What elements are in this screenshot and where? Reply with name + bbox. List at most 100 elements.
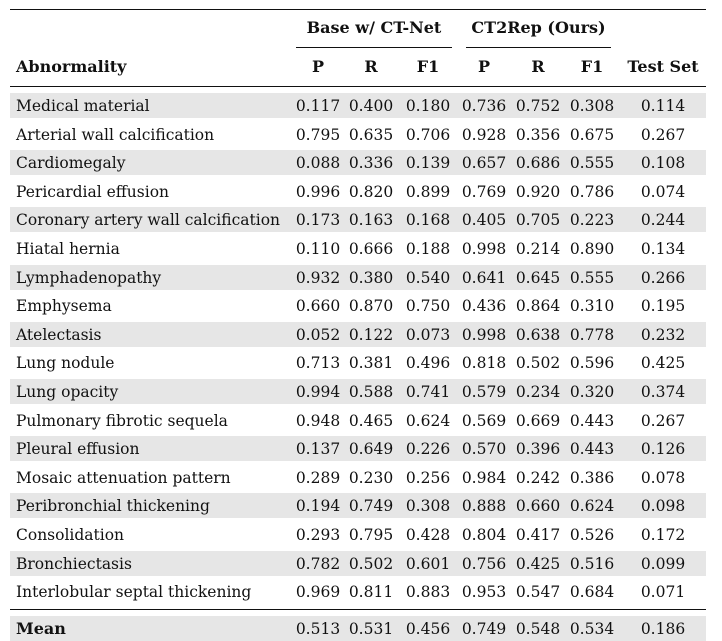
abnormality-name: Lymphadenopathy: [16, 269, 162, 287]
table-cell-value: 0.188: [405, 240, 451, 258]
abnormality-name: Pleural effusion: [16, 440, 140, 458]
table-cell-value: 0.226: [405, 440, 451, 458]
table-cell-value: 0.795: [348, 526, 394, 544]
group-header-ours: CT2Rep (Ours): [471, 18, 606, 37]
table-cell-value: 0.396: [515, 440, 561, 458]
mean-value-cell: 0.531: [348, 620, 394, 638]
table-cell-value: 0.890: [569, 240, 615, 258]
table-cell-value: 0.308: [405, 497, 451, 515]
abnormality-name: Coronary artery wall calcification: [16, 211, 281, 229]
mean-value-cell: 0.534: [569, 620, 615, 638]
abnormality-name: Lung opacity: [16, 383, 119, 401]
table-cell-value: 0.804: [461, 526, 507, 544]
mean-value-cell: 0.456: [405, 620, 451, 638]
abnormality-name: Medical material: [16, 97, 150, 115]
table-cell-value: 0.749: [348, 497, 394, 515]
table-row-background: [10, 150, 706, 175]
table-cell-value: 0.736: [461, 97, 507, 115]
abnormality-name: Emphysema: [16, 297, 112, 315]
table-cell-value: 0.928: [461, 126, 507, 144]
table-cell-value: 0.516: [569, 555, 615, 573]
table-cell-value: 0.195: [640, 297, 686, 315]
group-header-base: Base w/ CT-Net: [306, 18, 442, 37]
table-row-background: [10, 93, 706, 118]
table-cell-value: 0.114: [640, 97, 686, 115]
table-cell-value: 0.320: [569, 383, 615, 401]
mean-value-cell: 0.513: [295, 620, 341, 638]
table-cell-value: 0.588: [348, 383, 394, 401]
table-cell-value: 0.074: [640, 183, 686, 201]
table-cell-value: 0.256: [405, 469, 451, 487]
table-cell-value: 0.750: [405, 297, 451, 315]
table-cell-value: 0.657: [461, 154, 507, 172]
abnormality-name: Hiatal hernia: [16, 240, 120, 258]
table-cell-value: 0.308: [569, 97, 615, 115]
table-cell-value: 0.374: [640, 383, 686, 401]
abnormality-name: Cardiomegaly: [16, 154, 126, 172]
table-cell-value: 0.117: [295, 97, 341, 115]
table-cell-value: 0.310: [569, 297, 615, 315]
table-cell-value: 0.088: [295, 154, 341, 172]
table-cell-value: 0.266: [640, 269, 686, 287]
table-cell-value: 0.540: [405, 269, 451, 287]
table-cell-value: 0.660: [515, 497, 561, 515]
table-cell-value: 0.110: [295, 240, 341, 258]
table-cell-value: 0.122: [348, 326, 394, 344]
table-cell-value: 0.660: [295, 297, 341, 315]
table-cell-value: 0.969: [295, 583, 341, 601]
table-cell-value: 0.888: [461, 497, 507, 515]
table-cell-value: 0.502: [348, 555, 394, 573]
table-cell-value: 0.078: [640, 469, 686, 487]
abnormality-name: Interlobular septal thickening: [16, 583, 252, 601]
table-cell-value: 0.443: [569, 412, 615, 430]
table-cell-value: 0.641: [461, 269, 507, 287]
table-cell-value: 0.425: [640, 354, 686, 372]
table-cell-value: 0.666: [348, 240, 394, 258]
table-cell-value: 0.289: [295, 469, 341, 487]
table-cell-value: 0.984: [461, 469, 507, 487]
abnormality-name: Peribronchial thickening: [16, 497, 210, 515]
table-cell-value: 0.234: [515, 383, 561, 401]
table-cell-value: 0.223: [569, 211, 615, 229]
column-header-base-r: R: [364, 57, 378, 76]
abnormality-name: Arterial wall calcification: [16, 126, 215, 144]
table-cell-value: 0.948: [295, 412, 341, 430]
table-cell-value: 0.496: [405, 354, 451, 372]
table-cell-value: 0.526: [569, 526, 615, 544]
table-cell-value: 0.232: [640, 326, 686, 344]
table-row-background: [10, 379, 706, 404]
table-cell-value: 0.425: [515, 555, 561, 573]
table-cell-value: 0.786: [569, 183, 615, 201]
table-row-background: [10, 265, 706, 290]
table-cell-value: 0.172: [640, 526, 686, 544]
table-cell-value: 0.932: [295, 269, 341, 287]
table-cell-value: 0.405: [461, 211, 507, 229]
group-rule-ours: [466, 47, 611, 48]
table-cell-value: 0.669: [515, 412, 561, 430]
table-cell-value: 0.356: [515, 126, 561, 144]
table-cell-value: 0.705: [515, 211, 561, 229]
table-cell-value: 0.267: [640, 126, 686, 144]
table-cell-value: 0.998: [461, 326, 507, 344]
mean-value-cell: 0.548: [515, 620, 561, 638]
table-cell-value: 0.864: [515, 297, 561, 315]
table-cell-value: 0.638: [515, 326, 561, 344]
mean-value-cell: 0.186: [640, 620, 686, 638]
table-cell-value: 0.649: [348, 440, 394, 458]
table-cell-value: 0.996: [295, 183, 341, 201]
mean-rule: [10, 609, 706, 610]
table-cell-value: 0.883: [405, 583, 451, 601]
table-cell-value: 0.465: [348, 412, 394, 430]
group-rule-base: [296, 47, 452, 48]
table-cell-value: 0.417: [515, 526, 561, 544]
table-cell-value: 0.502: [515, 354, 561, 372]
table-cell-value: 0.443: [569, 440, 615, 458]
table-cell-value: 0.380: [348, 269, 394, 287]
table-cell-value: 0.752: [515, 97, 561, 115]
table-cell-value: 0.601: [405, 555, 451, 573]
column-header-abnormality: Abnormality: [16, 57, 127, 76]
table-cell-value: 0.870: [348, 297, 394, 315]
table-cell-value: 0.675: [569, 126, 615, 144]
abnormality-name: Pulmonary fibrotic sequela: [16, 412, 228, 430]
table-cell-value: 0.645: [515, 269, 561, 287]
